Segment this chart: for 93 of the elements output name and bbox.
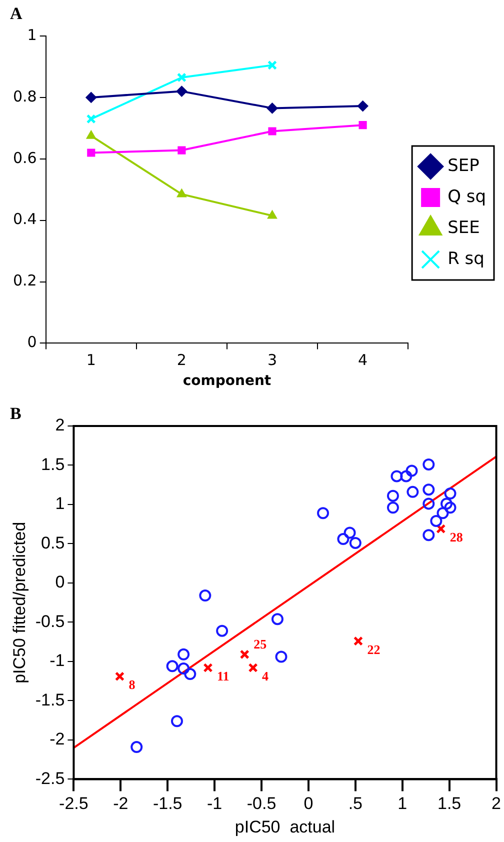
y-tick-label: -2.5 — [35, 768, 65, 788]
point — [430, 514, 442, 527]
point — [444, 502, 456, 514]
point — [178, 662, 190, 675]
point — [390, 470, 403, 482]
legend-label: SEE — [448, 218, 480, 238]
legend-label: R sq — [448, 248, 484, 269]
x-tick-label: -1.5 — [152, 794, 182, 814]
point — [386, 502, 399, 514]
point — [267, 60, 278, 70]
point — [275, 650, 288, 663]
point — [440, 498, 453, 510]
x-tick-label: -1 — [206, 794, 222, 814]
x-tick-label: 1.5 — [438, 794, 462, 814]
point — [216, 624, 228, 637]
x-tick-label: -0.5 — [246, 794, 276, 814]
point — [176, 86, 188, 97]
y-tick-label: 0.5 — [41, 533, 65, 552]
point — [353, 636, 364, 646]
legend-label: SEP — [448, 156, 480, 176]
y-tick-label: 1 — [55, 494, 65, 514]
y-tick-label: 1.5 — [41, 454, 65, 474]
annotation: 8 — [128, 677, 136, 692]
x-tick-label: 0 — [304, 794, 314, 814]
point — [271, 613, 284, 626]
x-tick-label: 1 — [398, 794, 408, 814]
x-tick-label: -2 — [113, 794, 128, 814]
y-tick-label: 0 — [27, 333, 37, 352]
point — [357, 100, 368, 112]
point — [422, 484, 435, 496]
y-tick-label: 0.2 — [12, 272, 37, 290]
x-tick-label: 2 — [492, 794, 502, 814]
x-tick-label: 4 — [358, 351, 368, 370]
y-tick-label: 1 — [27, 26, 37, 44]
point — [86, 114, 96, 124]
y-tick-label: 0.8 — [12, 87, 37, 106]
point — [114, 672, 124, 682]
point — [199, 590, 212, 602]
point — [268, 127, 276, 136]
point — [422, 498, 435, 510]
point — [130, 741, 143, 754]
point — [86, 130, 96, 139]
point — [176, 188, 187, 198]
annotation: 28 — [450, 530, 464, 545]
y-tick-label: 0.6 — [12, 148, 37, 167]
point — [436, 524, 446, 534]
y-tick-label: 0.4 — [12, 210, 37, 228]
x-tick-label: 3 — [267, 351, 278, 370]
chart-title: B — [10, 404, 22, 424]
point — [166, 660, 178, 672]
y-tick-label: -2 — [50, 730, 65, 749]
y-tick-label: -1.5 — [35, 690, 65, 710]
annotation: 4 — [262, 668, 270, 684]
legend-label: Q sq — [448, 186, 486, 207]
annotation: 25 — [254, 636, 268, 652]
point — [337, 533, 350, 546]
point — [344, 526, 356, 539]
point — [267, 210, 278, 219]
point — [248, 662, 258, 673]
x-tick-label: 1 — [86, 351, 96, 370]
x-axis-title: component — [182, 373, 272, 390]
x-axis-title: pIC50 actual — [234, 817, 336, 836]
point — [240, 650, 250, 660]
y-tick-label: -1 — [50, 651, 65, 670]
point — [266, 102, 278, 114]
point — [400, 470, 412, 482]
point — [436, 507, 449, 520]
point — [184, 668, 196, 680]
point — [406, 486, 419, 498]
x-tick-label: 2 — [176, 351, 186, 370]
chart-title: A — [10, 4, 22, 24]
y-axis-title: pIC50 fitted/predicted — [10, 522, 29, 684]
point — [386, 490, 399, 502]
y-tick-label: -0.5 — [35, 612, 65, 631]
point — [87, 148, 96, 157]
point — [317, 507, 330, 520]
point — [406, 464, 418, 477]
point — [444, 488, 456, 500]
point — [178, 648, 190, 660]
point — [203, 662, 213, 673]
point — [176, 72, 186, 82]
y-tick-label: 0 — [55, 572, 65, 592]
point — [422, 458, 435, 470]
point — [422, 529, 435, 542]
x-tick-label: .5 — [348, 794, 363, 814]
point — [86, 92, 97, 103]
point — [349, 536, 362, 549]
annotation: 22 — [367, 642, 380, 657]
point — [170, 715, 183, 728]
point — [178, 146, 186, 154]
y-tick-label: 2 — [55, 416, 65, 435]
annotation: 11 — [216, 668, 230, 684]
point — [358, 121, 367, 130]
